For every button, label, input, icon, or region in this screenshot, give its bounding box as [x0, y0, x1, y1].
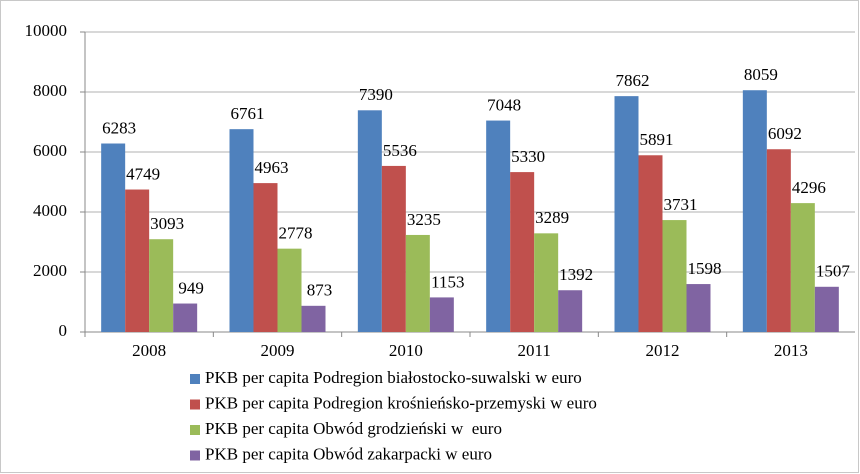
- data-label: 5891: [640, 130, 674, 149]
- data-label: 4749: [126, 164, 160, 183]
- x-tick-label: 2009: [261, 341, 295, 360]
- y-tick-label: 2000: [33, 261, 67, 280]
- legend-swatch: [190, 374, 200, 384]
- data-label: 3731: [664, 195, 698, 214]
- bar: [253, 183, 278, 332]
- legend-swatch: [190, 425, 200, 435]
- data-label: 1153: [431, 272, 464, 291]
- data-label: 3093: [150, 214, 184, 233]
- bar: [357, 110, 382, 332]
- bar: [101, 143, 126, 332]
- bar: [429, 297, 454, 332]
- y-tick-label: 4000: [33, 201, 67, 220]
- y-tick-label: 6000: [33, 141, 67, 160]
- legend-swatch: [190, 450, 200, 461]
- bar: [229, 129, 254, 332]
- legend-swatch: [190, 399, 200, 410]
- bar: [277, 248, 302, 332]
- bar: [614, 96, 639, 332]
- bar: [301, 305, 326, 332]
- data-label: 1392: [559, 265, 593, 284]
- data-label: 3289: [535, 208, 569, 227]
- legend-label: PKB per capita Obwód grodzieński w euro: [205, 419, 502, 438]
- data-label: 5330: [511, 147, 545, 166]
- bar: [125, 189, 150, 332]
- data-label: 6092: [768, 124, 802, 143]
- bar: [534, 233, 559, 332]
- bar: [381, 165, 406, 332]
- x-tick-label: 2008: [132, 341, 166, 360]
- data-label: 6283: [102, 118, 136, 137]
- data-label: 873: [307, 281, 333, 300]
- bar: [742, 90, 767, 332]
- legend-label: PKB per capita Podregion krośnieńsko-prz…: [205, 393, 597, 412]
- data-label: 7048: [487, 95, 521, 114]
- bar: [638, 155, 663, 332]
- y-tick-label: 10000: [25, 21, 68, 40]
- bar: [405, 234, 430, 332]
- data-label: 2778: [279, 224, 313, 243]
- data-label: 4296: [792, 178, 826, 197]
- data-label: 4963: [255, 158, 289, 177]
- x-tick-label: 2013: [774, 341, 808, 360]
- bar: [173, 303, 198, 332]
- x-tick-label: 2010: [389, 341, 423, 360]
- data-label: 949: [178, 278, 204, 297]
- legend-label: PKB per capita Podregion białostocko-suw…: [205, 368, 582, 387]
- data-label: 7862: [616, 71, 650, 90]
- bar: [766, 149, 791, 332]
- bar: [790, 203, 815, 332]
- bar: [558, 290, 583, 332]
- data-label: 1507: [816, 262, 851, 281]
- x-tick-label: 2011: [517, 341, 550, 360]
- bar: [149, 239, 174, 332]
- bar: [510, 172, 535, 332]
- data-label: 3235: [407, 210, 441, 229]
- y-tick-label: 0: [59, 321, 68, 340]
- data-label: 6761: [231, 104, 265, 123]
- data-label: 1598: [688, 259, 722, 278]
- data-label: 7390: [359, 85, 393, 104]
- data-label: 5536: [383, 141, 417, 160]
- data-label: 8059: [744, 65, 778, 84]
- bar: [662, 220, 687, 332]
- bar: [486, 120, 511, 332]
- x-tick-label: 2012: [646, 341, 680, 360]
- legend-label: PKB per capita Obwód zakarpacki w euro: [205, 444, 492, 463]
- bar: [686, 284, 711, 332]
- bar: [814, 286, 839, 332]
- y-tick-label: 8000: [33, 81, 67, 100]
